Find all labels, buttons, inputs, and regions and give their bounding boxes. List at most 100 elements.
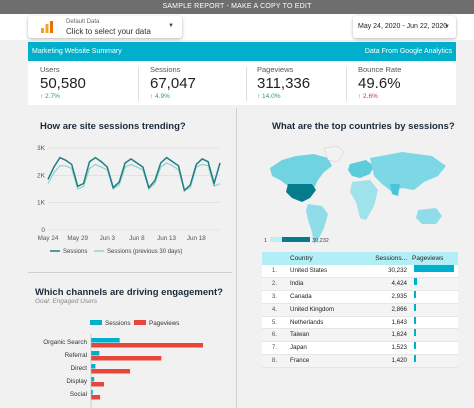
table-row[interactable]: 1. United States 30,232	[262, 265, 458, 278]
kpi-value: 50,580	[40, 75, 86, 92]
kpi-users[interactable]: Users 50,580 ↑ 2.7%	[40, 65, 140, 103]
kpi-strip: Users 50,580 ↑ 2.7% Sessions 67,047 ↑ 4.…	[28, 61, 456, 105]
row-index: 6.	[271, 331, 277, 339]
chevron-down-icon: ▼	[168, 23, 174, 29]
channels-bar-chart[interactable]: Sessions Pageviews Organic Search Referral D…	[28, 314, 232, 408]
map-legend-gradient-low	[270, 237, 282, 242]
column-header-country[interactable]: Country	[290, 255, 313, 262]
map-legend-max: 30,232	[312, 238, 329, 244]
y-tick-label: 0	[41, 227, 45, 234]
kpi-sessions[interactable]: Sessions 67,047 ↑ 4.9%	[150, 65, 250, 103]
x-tick-label: May 24	[38, 235, 59, 242]
channels-title: Which channels are driving engagement?	[35, 287, 223, 298]
report-title: Marketing Website Summary	[32, 48, 122, 55]
world-map[interactable]: 1 30,232	[262, 140, 458, 248]
row-index: 5.	[271, 318, 277, 326]
bar-sessions	[91, 364, 96, 369]
column-header-sessions[interactable]: Sessions...	[375, 255, 407, 262]
country-cell: Japan	[290, 344, 307, 352]
asia-shape	[370, 152, 446, 192]
europe-shape	[348, 160, 374, 178]
kpi-bounce-rate[interactable]: Bounce Rate 49.6% ↑ 2.6%	[358, 65, 458, 103]
pageviews-bar	[414, 329, 416, 337]
pageviews-bar	[414, 290, 417, 298]
sessions-cell: 4,424	[391, 279, 407, 287]
kpi-delta: ↑ 2.6%	[358, 93, 378, 100]
panel-divider	[236, 108, 237, 408]
map-legend-min: 1	[264, 238, 267, 244]
country-cell: Netherlands	[290, 318, 324, 326]
greenland-shape	[323, 145, 345, 163]
sessions-trend-chart[interactable]: 0 1K 2K 3K May 24 May 29 Jun 3 Jun 8 Jun 13 Jun 1…	[28, 140, 228, 262]
legend-swatch	[134, 320, 146, 325]
bar-pageviews	[91, 369, 131, 374]
report-banner: SAMPLE REPORT - MAKE A COPY TO EDIT	[0, 0, 474, 14]
table-body: 1. United States 30,232 2. India 4,424 3. Canad…	[262, 265, 458, 369]
category-label: Referral	[65, 352, 87, 359]
x-tick-label: May 29	[67, 235, 88, 242]
category-label: Organic Search	[43, 339, 87, 346]
table-row[interactable]: 5. Netherlands 1,643	[262, 316, 458, 330]
kpi-divider	[138, 67, 139, 101]
x-tick-label: Jun 18	[187, 235, 206, 242]
pageviews-bar	[414, 342, 416, 350]
country-cell: France	[290, 357, 310, 365]
country-cell: Taiwan	[290, 331, 310, 339]
pageviews-bar	[414, 265, 454, 272]
table-row[interactable]: 4. United Kingdom 2,866	[262, 303, 458, 317]
header-bar: Default Data Click to select your data ▼…	[0, 14, 474, 40]
series-line-0	[47, 156, 221, 192]
bar-pageviews	[91, 382, 105, 387]
pageviews-bar	[414, 277, 417, 285]
row-index: 3.	[271, 292, 277, 300]
y-tick-label: 3K	[37, 145, 46, 152]
bar-sessions	[91, 351, 100, 356]
y-tick-label: 2K	[37, 172, 46, 179]
north-america-shape	[270, 154, 332, 198]
kpi-delta: ↑ 2.7%	[40, 93, 60, 100]
category-label: Display	[66, 378, 87, 385]
kpi-value: 67,047	[150, 75, 196, 92]
country-cell: United States	[290, 267, 328, 274]
series-line-1	[47, 162, 221, 192]
legend-label: Pageviews	[149, 320, 179, 327]
legend-label: Sessions	[63, 249, 87, 255]
kpi-label: Sessions	[150, 65, 181, 74]
row-index: 7.	[271, 344, 277, 352]
date-range-picker[interactable]: May 24, 2020 - Jun 22, 2020 ▼	[353, 16, 456, 38]
data-source-selector[interactable]: Default Data Click to select your data ▼	[28, 16, 182, 38]
pageviews-bar	[414, 316, 416, 324]
bar-sessions	[91, 377, 95, 382]
table-row[interactable]: 3. Canada 2,935	[262, 290, 458, 304]
row-index: 4.	[271, 305, 277, 313]
kpi-pageviews[interactable]: Pageviews 311,336 ↑ 14.0%	[257, 65, 357, 103]
sessions-cell: 1,624	[391, 331, 407, 339]
kpi-value: 311,336	[257, 75, 311, 92]
summary-title-bar: Marketing Website Summary Data From Goog…	[28, 42, 456, 61]
table-row[interactable]: 7. Japan 1,523	[262, 342, 458, 356]
india-shape	[390, 184, 400, 196]
table-row[interactable]: 6. Taiwan 1,624	[262, 329, 458, 343]
category-label: Direct	[71, 365, 88, 372]
country-table[interactable]: Country Sessions... Pageviews 1. United S…	[262, 252, 458, 369]
bar-chart-icon	[41, 21, 53, 33]
map-title: What are the top countries by sessions?	[272, 121, 455, 132]
kpi-label: Users	[40, 65, 60, 74]
y-tick-label: 1K	[37, 200, 46, 207]
table-row[interactable]: 8. France 1,420	[262, 355, 458, 369]
sessions-cell: 2,866	[391, 305, 407, 313]
legend-label: Sessions	[105, 320, 131, 327]
category-label: Social	[70, 391, 87, 398]
australia-shape	[416, 208, 442, 224]
row-index: 8.	[271, 357, 277, 365]
kpi-delta: ↑ 4.9%	[150, 93, 170, 100]
sessions-cell: 30,232	[388, 267, 407, 274]
sessions-cell: 1,420	[391, 357, 407, 365]
legend-swatch	[90, 320, 102, 325]
kpi-label: Pageviews	[257, 65, 294, 74]
kpi-divider	[246, 67, 247, 101]
country-cell: United Kingdom	[290, 305, 335, 313]
column-header-pageviews[interactable]: Pageviews	[412, 255, 444, 262]
table-row[interactable]: 2. India 4,424	[262, 277, 458, 291]
section-divider	[28, 272, 232, 273]
